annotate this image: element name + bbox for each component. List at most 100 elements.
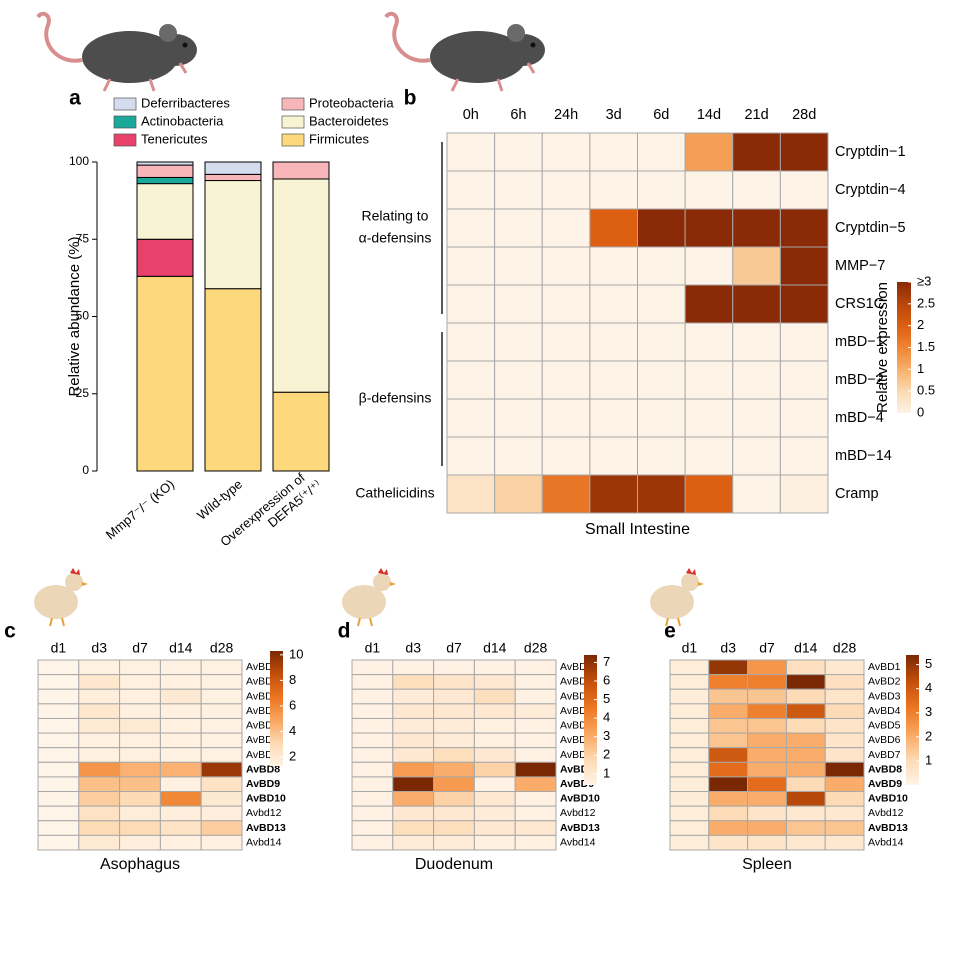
- heatmap-cell: [392, 674, 435, 690]
- heatmap-cell: [200, 688, 243, 705]
- heatmap-cell: [200, 805, 243, 822]
- heatmap-cell: [785, 834, 826, 851]
- heatmap-cell: [514, 674, 557, 690]
- heatmap-cell: [637, 322, 686, 362]
- heatmap-cell: [541, 360, 591, 400]
- heatmap-cell: [37, 703, 80, 719]
- heatmap-cell: [392, 776, 435, 793]
- heatmap-cell: [824, 834, 865, 851]
- heatmap-cell: [779, 170, 829, 210]
- heatmap-cell: [159, 820, 202, 836]
- heatmap-cell: [785, 659, 826, 676]
- heatmap-cell: [541, 284, 591, 324]
- heatmap-cell: [779, 284, 829, 324]
- colorbar-tick-label: 7: [603, 654, 610, 669]
- x-axis-label: Duodenum: [415, 856, 493, 873]
- heatmap-cell: [78, 659, 121, 676]
- colorbar-tick-label: 2: [917, 317, 924, 332]
- heatmap-cell: [637, 208, 686, 248]
- heatmap-cell: [119, 747, 161, 763]
- column-label: d14: [169, 640, 193, 656]
- heatmap-cell: [433, 834, 475, 851]
- heatmap-cell: [589, 436, 638, 476]
- heatmap-cell: [494, 246, 543, 286]
- row-label: AvBD2: [868, 676, 901, 688]
- heatmap-cell: [78, 820, 121, 836]
- heatmap-cell: [78, 747, 121, 763]
- heatmap-cell: [541, 322, 591, 362]
- column-label: 14d: [697, 107, 721, 123]
- heatmap-cell: [708, 776, 749, 793]
- row-label: mBD−14: [835, 448, 892, 464]
- heatmap-cell: [785, 674, 826, 690]
- heatmap-cell: [732, 170, 781, 210]
- heatmap-cell: [637, 246, 686, 286]
- row-label: AvBD13: [246, 822, 286, 834]
- heatmap-cell: [514, 703, 557, 719]
- heatmap-cell: [747, 659, 787, 676]
- heatmap-cell: [446, 360, 496, 400]
- heatmap-cell: [473, 703, 516, 719]
- heatmap-cell: [514, 659, 557, 676]
- heatmap-cell: [119, 834, 161, 851]
- heatmap-cell: [747, 820, 787, 836]
- heatmap-cell: [473, 791, 516, 807]
- heatmap-cell: [669, 703, 710, 719]
- bar-segment: [136, 183, 194, 240]
- column-label: d7: [132, 640, 148, 656]
- heatmap-cell: [159, 688, 202, 705]
- group-label: Cathelicidins: [355, 485, 434, 501]
- heatmap-cell: [779, 132, 829, 172]
- column-label: 21d: [744, 107, 768, 123]
- heatmap-cell: [392, 717, 435, 734]
- heatmap-cell: [200, 674, 243, 690]
- row-label: AvBD5: [868, 720, 901, 732]
- heatmap-cell: [433, 761, 475, 778]
- x-axis-label: Small Intestine: [585, 521, 690, 538]
- heatmap-cell: [732, 208, 781, 248]
- panel-label: c: [4, 620, 16, 643]
- heatmap-cell: [119, 776, 161, 793]
- bar-segment: [272, 178, 330, 393]
- heatmap-cell: [669, 820, 710, 836]
- heatmap-cell: [824, 820, 865, 836]
- heatmap-cell: [351, 688, 394, 705]
- colorbar-tick-label: 2: [603, 747, 610, 762]
- row-label: AvBD3: [868, 690, 901, 702]
- column-label: 6d: [653, 107, 669, 123]
- heatmap-cell: [785, 805, 826, 822]
- heatmap-cell: [747, 674, 787, 690]
- colorbar-tick-label: 6: [289, 697, 296, 712]
- colorbar-tick-label: 10: [289, 646, 303, 661]
- heatmap-cell: [37, 805, 80, 822]
- heatmap-cell: [78, 674, 121, 690]
- heatmap-cell: [351, 805, 394, 822]
- panel-label: a: [69, 87, 81, 110]
- heatmap-cell: [119, 761, 161, 778]
- heatmap-cell: [159, 659, 202, 676]
- heatmap-cell: [78, 776, 121, 793]
- bar-segment: [136, 275, 194, 472]
- bar-segment: [136, 176, 194, 185]
- heatmap-cell: [446, 284, 496, 324]
- heatmap-cell: [708, 659, 749, 676]
- bar-segment: [204, 180, 262, 290]
- heatmap-cell: [351, 674, 394, 690]
- group-label: α-defensins: [359, 230, 432, 246]
- heatmap-cell: [785, 703, 826, 719]
- heatmap-cell: [433, 805, 475, 822]
- heatmap-cell: [78, 732, 121, 749]
- heatmap-cell: [446, 132, 496, 172]
- heatmap-cell: [119, 820, 161, 836]
- heatmap-cell: [514, 688, 557, 705]
- heatmap-cell: [392, 659, 435, 676]
- heatmap-cell: [351, 717, 394, 734]
- colorbar-tick-label: 0: [917, 404, 924, 419]
- colorbar-tick-label: 1: [917, 361, 924, 376]
- heatmap-cell: [514, 732, 557, 749]
- heatmap-cell: [669, 732, 710, 749]
- heatmap-cell: [446, 170, 496, 210]
- heatmap-cell: [78, 834, 121, 851]
- heatmap-cell: [514, 717, 557, 734]
- heatmap-cell: [589, 398, 638, 438]
